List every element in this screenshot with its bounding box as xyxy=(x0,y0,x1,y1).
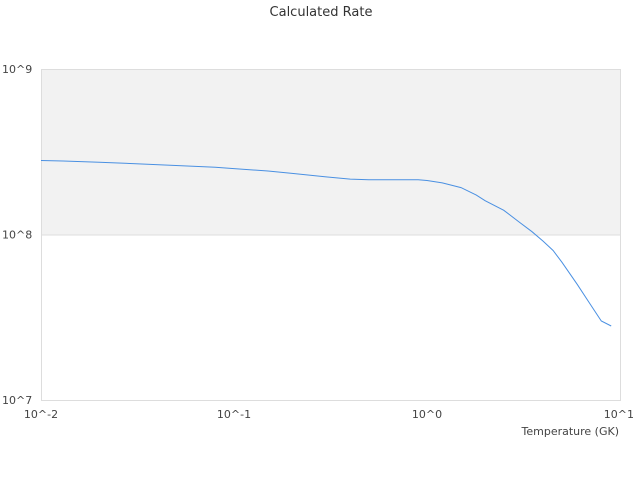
series-line xyxy=(40,160,612,327)
x-tick-label: 10^1 xyxy=(604,408,634,421)
chart-title: Calculated Rate xyxy=(270,5,373,20)
x-tick-label: 10^0 xyxy=(412,408,442,421)
x-axis-ticks: 10^-2 10^-1 10^0 10^1 xyxy=(24,408,634,421)
y-tick-label: 10^8 xyxy=(2,229,32,242)
plot-background xyxy=(41,69,620,235)
plot-band xyxy=(41,69,620,235)
series-layer xyxy=(40,160,612,327)
x-tick-label: 10^-2 xyxy=(24,408,58,421)
plot-frame xyxy=(41,69,621,401)
x-axis-title: Temperature (GK) xyxy=(521,425,620,438)
y-tick-label: 10^9 xyxy=(2,63,32,76)
x-tick-label: 10^-1 xyxy=(217,408,251,421)
y-axis-ticks: 10^7 10^8 10^9 xyxy=(2,63,32,407)
y-tick-label: 10^7 xyxy=(2,394,32,407)
